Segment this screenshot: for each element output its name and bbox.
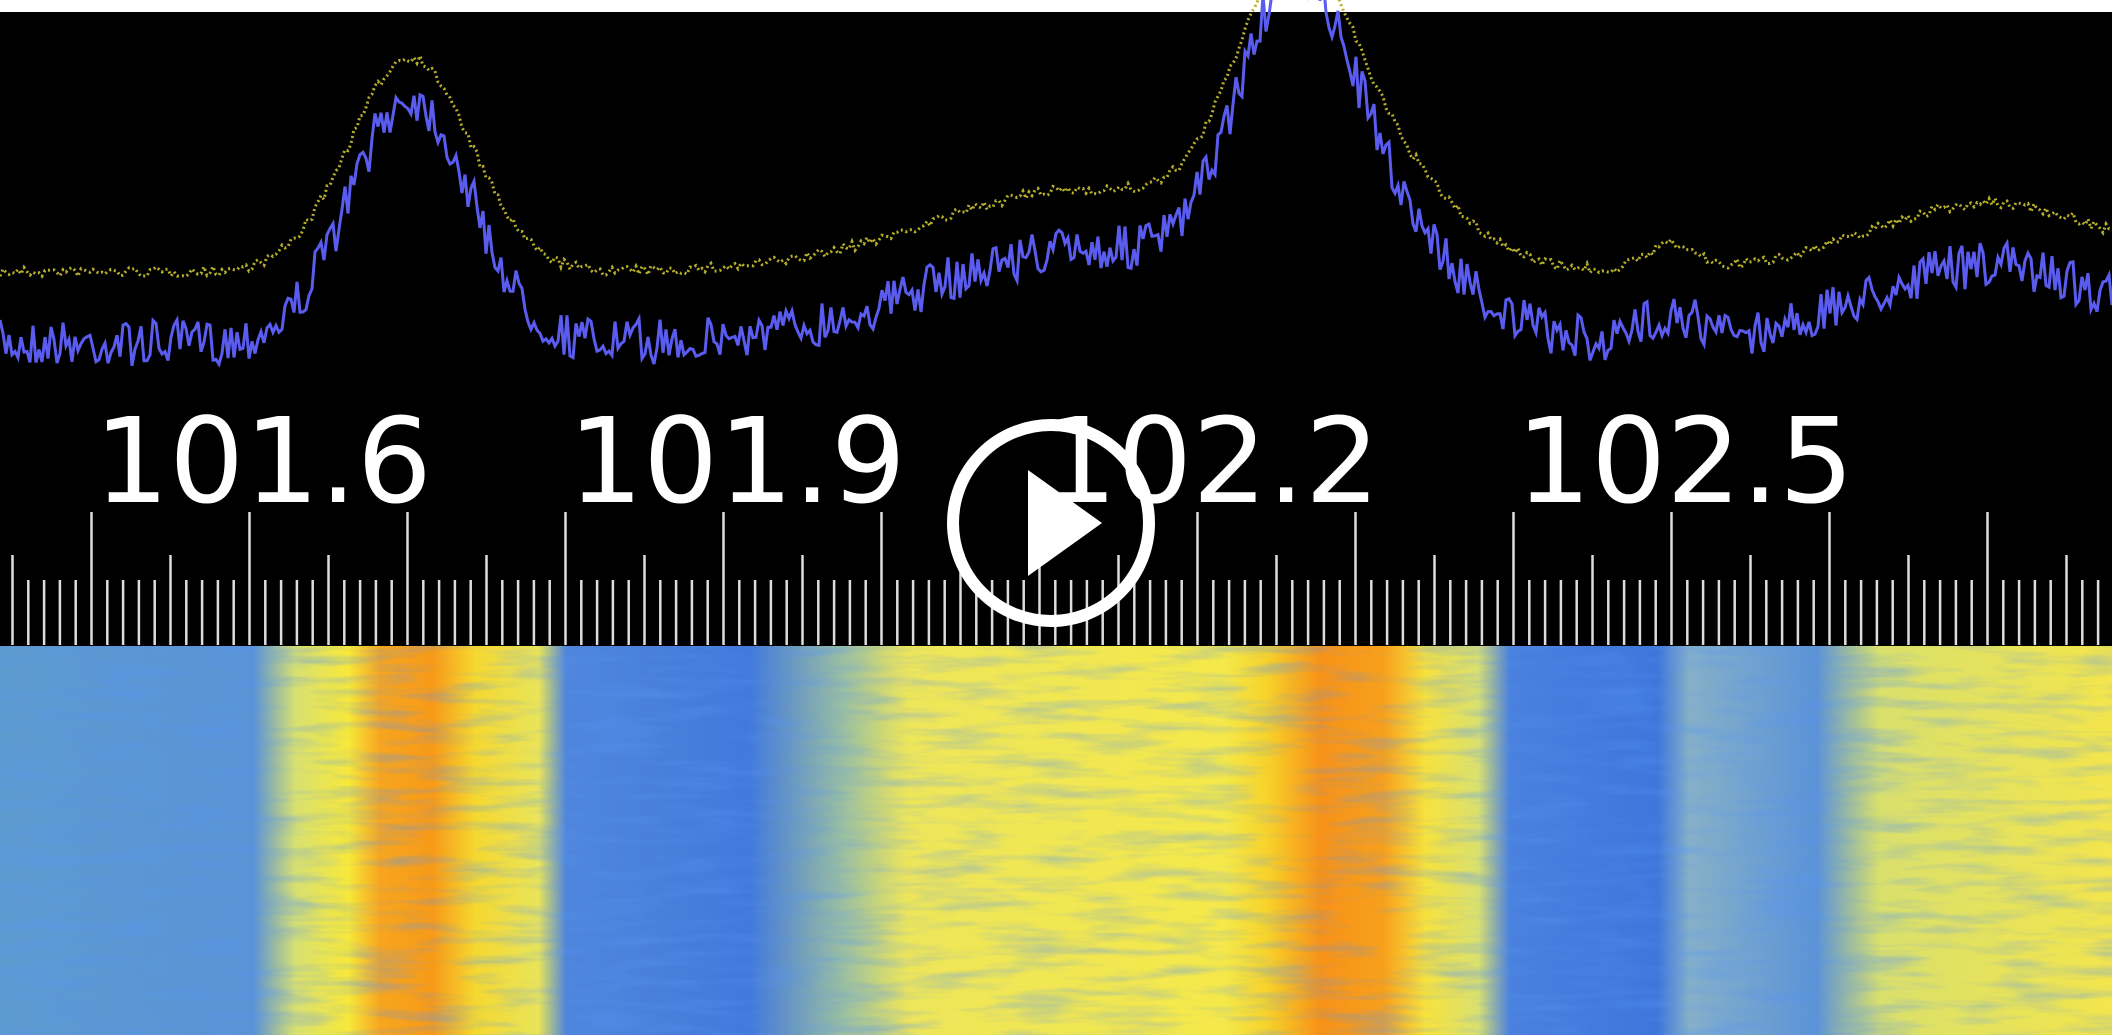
waterfall — [0, 646, 2112, 1035]
frequency-label: 102.5 — [1516, 392, 1854, 530]
frequency-label: 101.6 — [94, 392, 432, 530]
frequency-label: 102.2 — [1042, 392, 1380, 530]
waterfall-texture — [0, 646, 2112, 1035]
top-bar — [0, 0, 2112, 12]
page: {"scale": {"labels": ["101.6", "101.9", … — [0, 0, 2112, 1035]
frequency-label: 101.9 — [568, 392, 906, 530]
sdr-screen: 101.6 101.9 102.2 102.5 — [0, 0, 2112, 1035]
